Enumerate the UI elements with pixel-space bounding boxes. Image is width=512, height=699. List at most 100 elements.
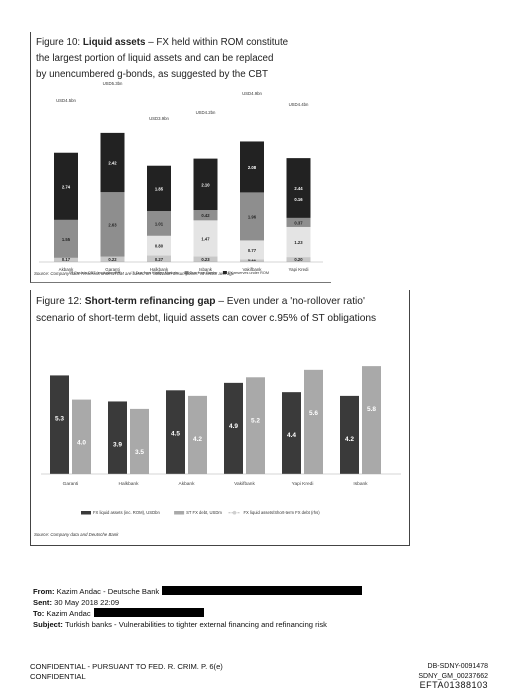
legend-label: Due from Banks: [190, 271, 217, 275]
stack-segment: [147, 235, 171, 256]
stack-segment: [286, 226, 311, 258]
category-label: Akbank: [59, 267, 74, 272]
footer-left-line2: CONFIDENTIAL: [30, 672, 86, 681]
figure-12-title-line2: scenario of short-term debt, liquid asse…: [36, 313, 377, 324]
bar: [304, 369, 323, 474]
category-label: Halkbank: [150, 267, 169, 272]
segment-value-label: 0.37: [294, 220, 303, 225]
legend-swatch: [174, 511, 185, 515]
segment-value-label: 2.63: [108, 222, 117, 227]
segment-value-label: 2.44: [294, 186, 303, 191]
segment-value-label: 0.80: [155, 244, 164, 249]
bar-value-label: 3.9: [113, 441, 122, 448]
legend-label: FX liquid assets/Short-term FX debt (rhs…: [244, 510, 321, 515]
figure-10-source: Source: Company data. Reserves under ROM…: [34, 271, 235, 276]
segment-value-label: 0.42: [201, 213, 210, 218]
category-label: Akbank: [179, 481, 196, 487]
bar-total-label: USD4.5bn: [56, 98, 76, 103]
legend-swatch: [184, 271, 189, 274]
category-label: Vakifbank: [234, 481, 255, 487]
legend-label: Cash in CBT (excluding RR): [74, 271, 122, 275]
figure-12: Figure 12: Short-term refinancing gap – …: [30, 290, 410, 546]
figure-12-title-bold: Short-term refinancing gap: [84, 296, 216, 307]
bar-value-label: 4.2: [345, 436, 354, 443]
stack-segment: [147, 211, 171, 236]
segment-value-label: 0.20: [294, 257, 303, 262]
category-label: Garanti: [63, 481, 79, 487]
segment-value-label: 0.27: [155, 257, 164, 262]
bar: [340, 395, 359, 474]
segment-value-label: 1.47: [201, 236, 210, 241]
figure-12-source: Source: Company data and Deutsche Bank: [34, 532, 119, 537]
segment-value-label: 2.42: [108, 161, 117, 166]
to-value: Kazim Andac: [46, 609, 91, 618]
category-label: Garanti: [105, 267, 119, 272]
bar: [188, 395, 207, 474]
category-label: Halkbank: [119, 481, 140, 487]
bar: [108, 401, 127, 474]
liquid-assets-chart: 0.17 1.55 2.74 USD4.5bn Akbank 0.22 2.63 2.42 US…: [39, 81, 323, 275]
segment-value-label: 2.74: [62, 184, 71, 189]
stack-segment: [286, 257, 311, 262]
figure-10-title-rest: – FX held within ROM constitute: [145, 37, 289, 48]
legend-swatch: [222, 271, 227, 274]
footer-right-line1: DB-SDNY-0091478: [427, 663, 488, 670]
legend-label: ST FX debt, USDm: [186, 510, 222, 515]
email-to-row: To: Kazim Andac: [33, 608, 362, 620]
bar-total-label: USD4.2bn: [196, 110, 216, 115]
category-label: Isbank: [199, 267, 213, 272]
figure-10-label: Figure 10:: [36, 37, 81, 48]
redaction-bar: [162, 586, 363, 595]
bar-value-label: 5.3: [55, 415, 64, 422]
category-label: Isbank: [353, 481, 368, 487]
footer-left-line1: CONFIDENTIAL - PURSUANT TO FED. R. CRIM.…: [30, 662, 223, 671]
bar: [166, 390, 185, 474]
stack-segment: [240, 240, 264, 260]
sent-label: Sent:: [33, 597, 52, 607]
bar-value-label: 3.5: [135, 449, 144, 456]
bar: [362, 366, 381, 474]
segment-value-label: 0.22: [108, 257, 117, 262]
legend-swatch: [130, 271, 135, 274]
legend-label: FX liquid assets (inc. ROM), USDbn: [93, 510, 160, 515]
footer-right-line2: SDNY_GM_00237662: [418, 672, 488, 680]
segment-value-label: 1.23: [294, 240, 303, 245]
segment-value-label: 2.08: [248, 165, 257, 170]
figure-12-title-rest: – Even under a 'no-rollover ratio': [215, 296, 365, 307]
segment-value-label: 0.11: [248, 257, 257, 262]
figure-10-title-line3: by unencumbered g-bonds, as suggested by…: [36, 69, 269, 80]
confidentiality-footer: CONFIDENTIAL - PURSUANT TO FED. R. CRIM.…: [30, 662, 223, 682]
redaction-bar: [93, 608, 204, 617]
bar: [72, 399, 91, 474]
bar-value-label: 4.9: [229, 423, 238, 430]
stack-segment: [193, 220, 218, 257]
stack-segment: [193, 158, 218, 211]
segment-value-label: 1.01: [155, 221, 164, 226]
figure-10: Figure 10: Liquid assets – FX held withi…: [30, 32, 331, 283]
category-label: Vakifbank: [243, 267, 263, 272]
email-subject-row: Subject: Turkish banks - Vulnerabilities…: [33, 620, 362, 631]
stack-segment: [286, 158, 311, 218]
bar: [130, 408, 149, 474]
sent-value: 30 May 2018 22:09: [54, 597, 120, 607]
bar: [282, 392, 301, 474]
bar-value-label: 4.2: [193, 436, 202, 443]
stack-segment: [193, 210, 218, 221]
stack-segment: [240, 259, 264, 262]
stack-segment: [54, 219, 78, 258]
stack-segment: [100, 192, 125, 257]
bar-value-label: 5.6: [309, 410, 318, 417]
bar-total-label: USD4.4bn: [289, 102, 309, 107]
stack-segment: [54, 257, 78, 262]
figure-12-label: Figure 12:: [36, 296, 82, 307]
figure-10-title-bold: Liquid assets: [82, 37, 146, 48]
legend-swatch: [69, 271, 73, 274]
bar-total-label: USD3.9bn: [149, 116, 169, 121]
segment-value-label: 1.96: [248, 214, 257, 219]
subject-label: Subject:: [33, 619, 63, 629]
bar-value-label: 4.5: [171, 430, 180, 437]
bar-value-label: 5.2: [251, 417, 260, 424]
to-label: To:: [33, 609, 45, 618]
figure-10-title: Figure 10: Liquid assets – FX held withi…: [36, 35, 288, 83]
category-label: Yapi Kredi: [289, 267, 309, 272]
